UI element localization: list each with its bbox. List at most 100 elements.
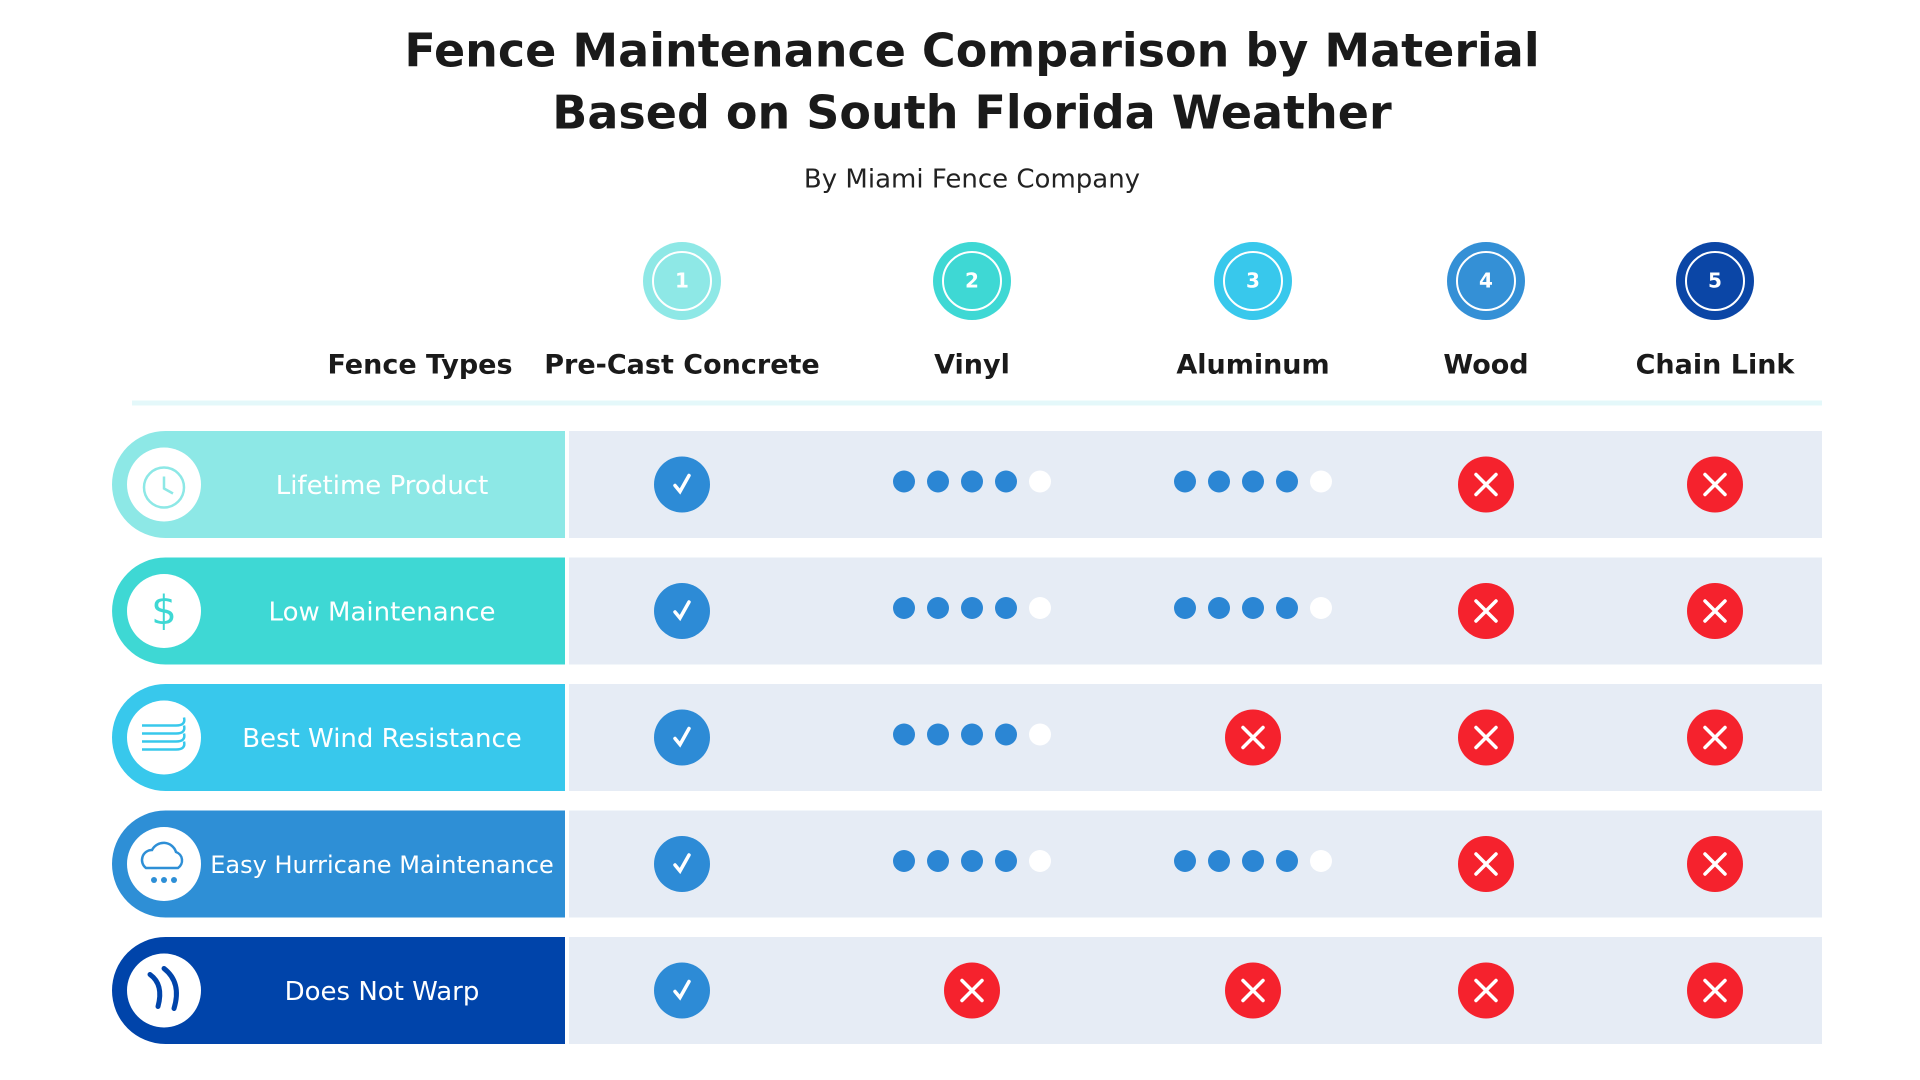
rating-dot-empty [1310, 470, 1332, 493]
row-icon [147, 966, 179, 1011]
rating-dot-filled [961, 723, 983, 746]
row-pill [112, 937, 565, 1044]
row-icon-circle [127, 827, 201, 901]
row-icon-circle [127, 953, 201, 1028]
rating-dot-filled [995, 850, 1017, 872]
rating-dot-filled [893, 850, 915, 872]
rating-dot-filled [961, 470, 983, 493]
cross-glyph [960, 978, 984, 1003]
row-label: Easy Hurricane Maintenance [210, 851, 554, 879]
column-name: Wood [1443, 350, 1528, 381]
icon: $ [151, 588, 176, 634]
cross-glyph [1474, 978, 1498, 1003]
cross-glyph [1703, 599, 1727, 623]
cross-glyph [1474, 599, 1498, 623]
subtitle: By Miami Fence Company [804, 165, 1140, 195]
cross-glyph [1703, 852, 1727, 876]
cross-glyph [1241, 978, 1265, 1003]
rating [1174, 850, 1332, 872]
column-number: 2 [965, 269, 979, 293]
rating-dot-filled [893, 723, 915, 746]
rating-dot-filled [1208, 470, 1230, 493]
rating-dot-filled [927, 723, 949, 746]
check-glyph [673, 979, 691, 1001]
row-icon [140, 841, 184, 883]
rating-dot-filled [1242, 597, 1264, 619]
check-glyph [673, 726, 691, 748]
icon [142, 725, 186, 735]
row-icon [142, 717, 186, 751]
number-badge [1676, 242, 1754, 320]
rating-dot-filled [1276, 850, 1298, 872]
cross-glyph [1474, 725, 1498, 750]
rating [1174, 470, 1332, 493]
number-ring [1685, 251, 1745, 311]
icon [161, 877, 167, 883]
row-icon [142, 466, 186, 509]
rating-dot-filled [1208, 597, 1230, 619]
row-label: Best Wind Resistance [242, 724, 522, 754]
row-icon-circle [127, 574, 201, 648]
row-icon: $ [151, 588, 176, 634]
number-ring [1456, 251, 1516, 311]
icon [147, 966, 179, 1011]
rating [893, 723, 1051, 746]
rating-dot-filled [1242, 470, 1264, 493]
icon [171, 877, 177, 883]
rating-dot-filled [1208, 850, 1230, 872]
row-background [569, 937, 1822, 1044]
rating-dot-empty [1029, 723, 1051, 746]
icon [162, 476, 174, 495]
icon [140, 841, 184, 870]
rating-dot-filled [893, 597, 915, 619]
column-number: 4 [1479, 269, 1493, 293]
column-number: 3 [1246, 269, 1260, 293]
row-pill [112, 684, 565, 791]
icon [142, 717, 186, 727]
title: Based on South Florida Weather [552, 86, 1392, 140]
rating-dot-filled [927, 470, 949, 493]
number-ring [1223, 251, 1283, 311]
column-name: Pre-Cast Concrete [544, 350, 819, 381]
rating-dot-filled [995, 470, 1017, 493]
cross-glyph [1474, 472, 1498, 497]
rating [893, 597, 1051, 619]
rating-dot-filled [1276, 597, 1298, 619]
rating-dot-empty [1310, 850, 1332, 872]
rating-dot-filled [1174, 850, 1196, 872]
rating-dot-filled [995, 597, 1017, 619]
row-icon-circle [127, 700, 201, 775]
column-name: Vinyl [934, 350, 1010, 381]
cross-glyph [1703, 725, 1727, 750]
rating-dot-empty [1029, 470, 1051, 493]
number-badge [933, 242, 1011, 320]
column-name: Chain Link [1636, 350, 1796, 381]
icon [142, 466, 186, 509]
row-pill [112, 557, 565, 665]
check-glyph [673, 853, 691, 875]
rating-dot-filled [1276, 470, 1298, 493]
cross-glyph [1241, 725, 1265, 750]
rating-dot-filled [1242, 850, 1264, 872]
rating-dot-filled [961, 850, 983, 872]
row-pill [112, 810, 565, 918]
rating-dot-empty [1029, 597, 1051, 619]
row-pill [112, 431, 565, 538]
row-label: Lifetime Product [276, 471, 489, 501]
check-glyph [673, 473, 691, 495]
cross-glyph [1703, 978, 1727, 1003]
number-badge [1214, 242, 1292, 320]
rating-dot-filled [927, 597, 949, 619]
column-name: Aluminum [1176, 350, 1329, 381]
row-background [569, 684, 1822, 791]
rating [893, 850, 1051, 872]
rating-dot-filled [1174, 470, 1196, 493]
number-ring [942, 251, 1002, 311]
row-label: Does Not Warp [285, 977, 480, 1007]
rating-dot-filled [995, 723, 1017, 746]
title: Fence Maintenance Comparison by Material [404, 24, 1539, 78]
check-glyph [673, 600, 691, 622]
row-label: Low Maintenance [269, 598, 496, 628]
icon [151, 877, 157, 883]
